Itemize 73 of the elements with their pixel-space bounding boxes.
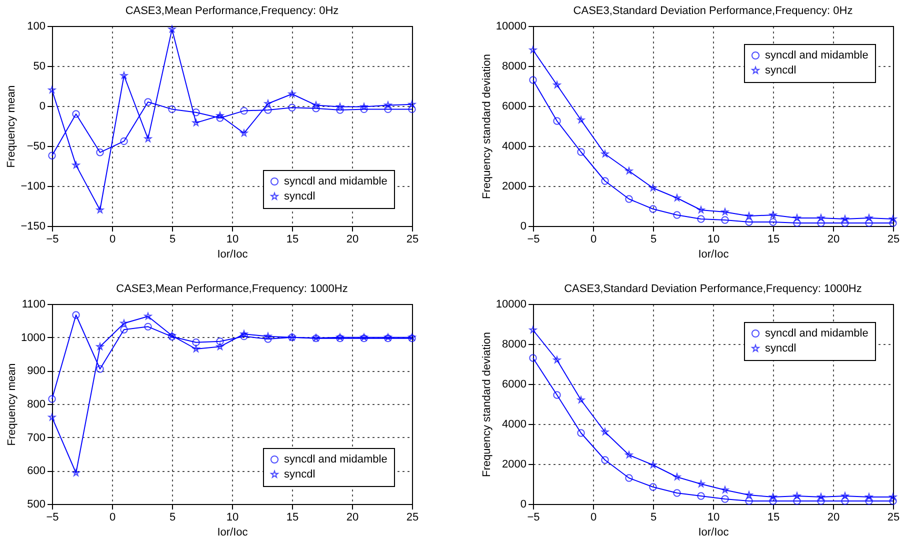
y-tick-label: 600 — [27, 465, 46, 478]
y-tick-label: 10000 — [496, 298, 526, 310]
y-tick-label: 0 — [520, 220, 526, 232]
y-tick-label: 100 — [27, 20, 46, 32]
y-tick-label: 2000 — [502, 180, 526, 192]
y-axis-title: Frequency standard deviation — [480, 54, 493, 199]
y-tick-label: 0 — [520, 498, 526, 510]
y-axis-title: Frequency mean — [6, 85, 18, 168]
y-tick-label: −100 — [20, 180, 46, 192]
x-tick-label: 15 — [767, 234, 780, 246]
x-tick-label: 25 — [887, 234, 900, 246]
y-axis-title: Frequency standard deviation — [480, 332, 493, 477]
x-tick-label: −5 — [527, 512, 540, 524]
legend-label: syncdl — [284, 468, 316, 480]
x-tick-label: 0 — [109, 234, 116, 246]
x-tick-label: 0 — [590, 234, 597, 246]
x-tick-label: 15 — [286, 234, 299, 246]
y-tick-label: 700 — [27, 432, 46, 444]
x-tick-label: 20 — [346, 234, 359, 246]
legend-label: syncdl — [765, 342, 796, 354]
chart-title: CASE3,Standard Deviation Performance,Frequency: 0Hz — [573, 5, 853, 17]
y-tick-label: 6000 — [502, 100, 526, 112]
x-tick-label: 25 — [406, 512, 419, 524]
x-tick-label: 10 — [226, 512, 239, 524]
x-tick-label: 20 — [827, 234, 840, 246]
y-axis-title: Frequency mean — [6, 363, 18, 446]
y-tick-label: 1000 — [21, 332, 46, 344]
x-tick-label: 5 — [169, 234, 176, 246]
x-tick-label: 25 — [406, 234, 419, 246]
legend-label: syncdl and midamble — [765, 328, 868, 340]
x-tick-label: 20 — [346, 512, 359, 524]
x-tick-label: 0 — [590, 512, 597, 524]
y-tick-label: 800 — [27, 398, 46, 410]
x-tick-label: 10 — [226, 234, 239, 246]
x-tick-label: 20 — [827, 512, 840, 524]
x-tick-label: 10 — [707, 234, 720, 246]
x-axis-title: Ior/Ioc — [698, 526, 730, 538]
legend-label: syncdl and midamble — [284, 176, 388, 188]
x-tick-label: 5 — [169, 512, 176, 524]
legend-label: syncdl and midamble — [765, 50, 868, 62]
legend-label: syncdl — [765, 64, 796, 76]
x-tick-label: 5 — [650, 234, 657, 246]
y-tick-label: 900 — [27, 365, 46, 378]
x-tick-label: 15 — [286, 512, 299, 524]
x-axis-title: Ior/Ioc — [217, 526, 248, 538]
y-tick-label: 4000 — [502, 418, 526, 430]
y-tick-label: 10000 — [496, 20, 526, 32]
x-tick-label: −5 — [46, 234, 59, 246]
x-tick-label: 15 — [767, 512, 780, 524]
legend-label: syncdl — [284, 190, 316, 202]
y-tick-label: 8000 — [502, 338, 526, 350]
x-tick-label: 0 — [109, 512, 116, 524]
y-tick-label: 0 — [39, 100, 46, 112]
y-tick-label: 2000 — [502, 458, 526, 470]
x-tick-label: −5 — [46, 512, 59, 524]
x-tick-label: 5 — [650, 512, 657, 524]
chart-title: CASE3,Mean Performance,Frequency: 1000Hz — [116, 283, 348, 295]
y-tick-label: 500 — [27, 498, 46, 510]
x-axis-title: Ior/Ioc — [698, 248, 730, 260]
chart-title: CASE3,Standard Deviation Performance,Frequency: 1000Hz — [564, 283, 862, 295]
y-tick-label: 1100 — [22, 298, 46, 310]
y-tick-label: 8000 — [502, 60, 526, 72]
chart-title: CASE3,Mean Performance,Frequency: 0Hz — [125, 5, 339, 17]
y-tick-label: 50 — [33, 60, 46, 72]
y-tick-label: −50 — [26, 140, 46, 152]
y-tick-label: 4000 — [502, 140, 526, 152]
x-tick-label: 10 — [707, 512, 720, 524]
x-axis-title: Ior/Ioc — [217, 248, 248, 260]
x-tick-label: 25 — [887, 512, 900, 524]
y-tick-label: 6000 — [502, 378, 526, 390]
legend-label: syncdl and midamble — [284, 454, 388, 466]
y-tick-label: −150 — [20, 220, 46, 232]
x-tick-label: −5 — [527, 234, 540, 246]
